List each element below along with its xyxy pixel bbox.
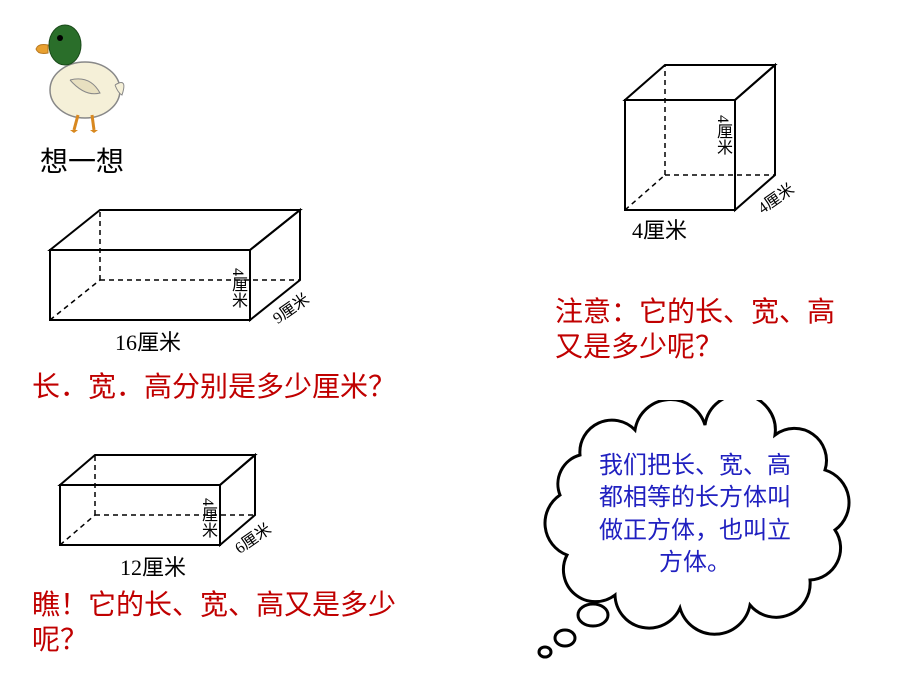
cuboid2-length-label: 12厘米 (120, 550, 186, 582)
heading: 想一想 (40, 140, 124, 180)
cuboid2-question: 瞧！它的长、宽、高又是多少呢？ (32, 588, 412, 658)
cuboid1-height-label: 4厘米 (225, 268, 249, 308)
cuboid2-height-label: 4厘米 (195, 498, 219, 538)
cube-height-label: 4厘米 (710, 115, 734, 155)
cube-length-label: 4厘米 (632, 213, 687, 245)
cuboid1-question: 长．宽．高分别是多少厘米？ (32, 370, 412, 405)
cloud-definition: 我们把长、宽、高都相等的长方体叫做正方体，也叫立方体。 (590, 450, 800, 580)
cuboid1-length-label: 16厘米 (115, 325, 181, 357)
duck-icon (30, 5, 140, 135)
cube-question: 注意：它的长、宽、高又是多少呢？ (555, 295, 855, 365)
